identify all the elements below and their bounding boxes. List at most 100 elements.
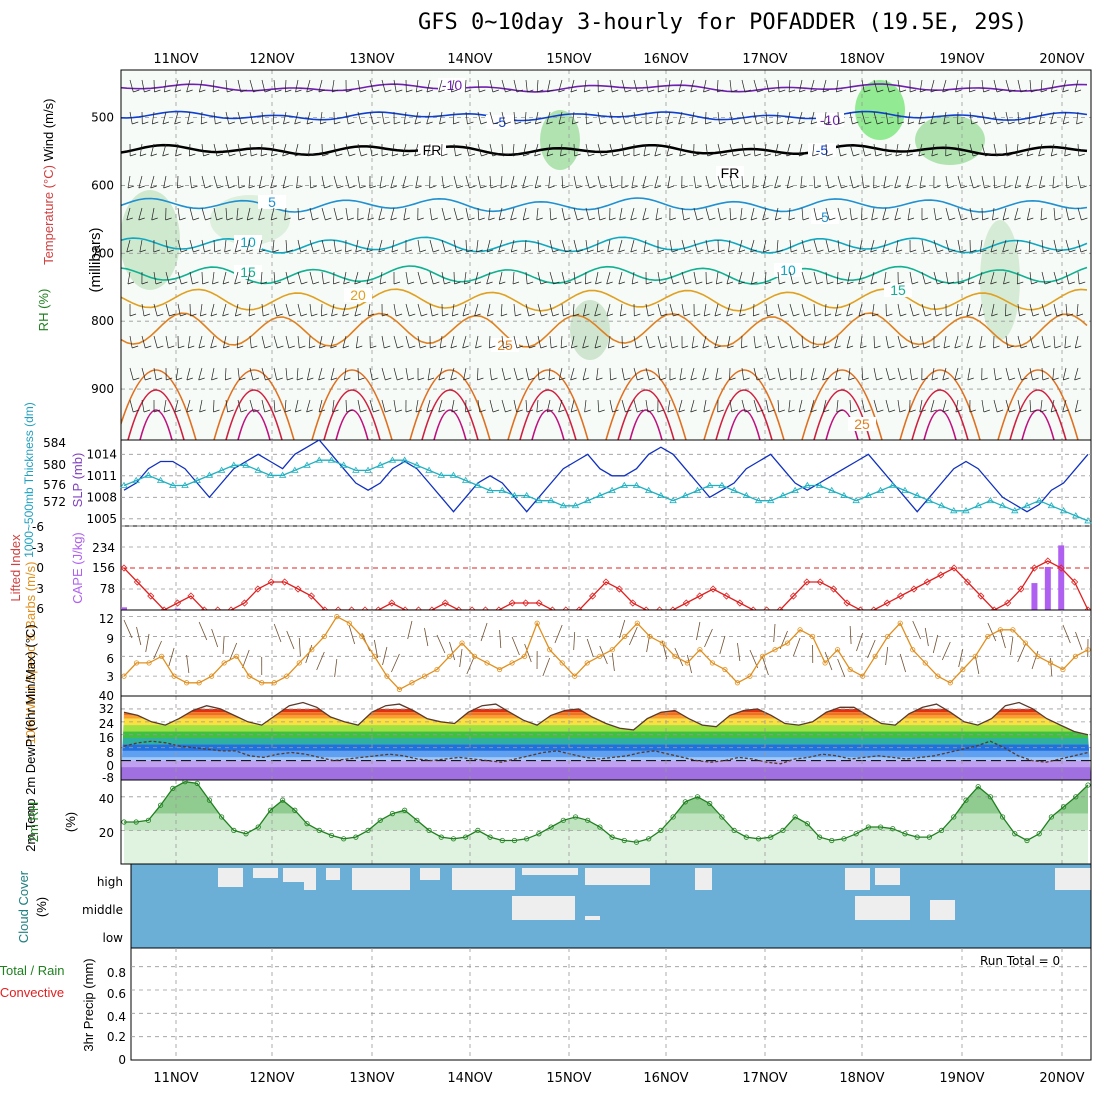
wind-barb (1017, 281, 1024, 285)
wind-barb (895, 143, 899, 157)
wind-barb (1050, 121, 1057, 125)
wind-barb (260, 143, 263, 157)
wind-barb (421, 281, 428, 285)
wind-barb (714, 303, 719, 317)
wind-speed-line-marker (446, 653, 453, 659)
thickness-line-marker (388, 456, 397, 463)
wind-barb (237, 175, 240, 189)
wind-speed-line-marker (722, 666, 728, 673)
cloud-gap-high (875, 868, 900, 885)
wind-barb (619, 619, 626, 639)
thickness-line-marker (132, 476, 140, 483)
wind-barb (778, 409, 785, 413)
lifted-index-line-marker (722, 592, 731, 600)
wind-barb (798, 153, 806, 157)
wind-barb (870, 281, 878, 285)
wind-barb (955, 89, 962, 93)
wind-barb (861, 175, 865, 189)
wind-barb (318, 89, 325, 93)
wind-barb (834, 367, 839, 381)
wind-barb (865, 121, 872, 125)
wind-barb (407, 281, 415, 285)
wind-barb (571, 335, 575, 349)
wind-barb (1028, 111, 1031, 125)
wind-barb (462, 303, 467, 317)
wind-barb (657, 303, 662, 317)
wind-barb (175, 367, 179, 381)
thickness-line-marker (986, 496, 995, 504)
ylabel-precip: 3hr Precip (mm) (81, 958, 96, 1051)
rh-shading (121, 190, 180, 290)
wind-barb (570, 377, 577, 381)
rh-line-marker (865, 824, 871, 830)
wind-barb (511, 249, 518, 253)
wind-barb (318, 367, 323, 381)
wind-barb (720, 217, 727, 221)
cape-bar (174, 608, 181, 610)
wind-barb (249, 399, 254, 413)
wind-barb (396, 313, 403, 317)
temp-band (121, 725, 1091, 732)
rh-line-marker (158, 802, 164, 808)
rh-line-marker (304, 821, 310, 827)
lifted-index-line-marker (120, 564, 128, 572)
wind-barb (273, 271, 276, 285)
wind-barb (222, 313, 229, 317)
wind-barb (824, 303, 827, 317)
wind-barb (373, 639, 379, 659)
wind-barb (703, 89, 710, 93)
wind-barb (945, 271, 949, 285)
wind-barb (812, 345, 820, 349)
wind-barb (800, 185, 807, 189)
wind-barb (743, 377, 750, 381)
contour-label: FR (721, 165, 740, 181)
wind-barb (1065, 271, 1070, 285)
wind-barb (968, 281, 975, 285)
wind-barb (236, 335, 239, 349)
wind-barb (1081, 217, 1088, 221)
wind-barb (354, 303, 359, 317)
wind-barb (738, 281, 745, 285)
contour-label: -10 (442, 77, 462, 93)
wind-barb (537, 239, 540, 253)
wind-barb (551, 345, 558, 349)
wind-barb (513, 303, 516, 317)
rh-line-marker (316, 827, 322, 834)
contour-label-bg (418, 143, 446, 157)
wind-barb (719, 121, 726, 125)
wind-barb (295, 89, 302, 93)
wind-barb (252, 377, 260, 381)
wind-barb (621, 367, 625, 381)
wind-barb (180, 313, 187, 317)
wind-barb (270, 143, 275, 157)
lifted-index-line-marker (173, 599, 182, 607)
wind-barb (140, 153, 147, 157)
wind-barb (1038, 153, 1045, 157)
wind-barb (259, 185, 266, 189)
wind-barb (941, 641, 951, 661)
wind-barb (645, 79, 649, 93)
wind-barb (898, 281, 905, 285)
wind-barb (825, 175, 829, 189)
wind-barb (655, 217, 663, 221)
wind-barb (889, 89, 896, 93)
wind-barb (277, 345, 284, 349)
wind-speed-line-marker (384, 673, 390, 679)
wind-barb (793, 313, 800, 317)
wind-barb (403, 217, 410, 221)
thickness-line-marker (535, 496, 543, 504)
wind-barb (642, 185, 649, 189)
wind-barb (882, 207, 887, 221)
temp-band (121, 757, 1091, 761)
wind-speed-line-marker (709, 660, 716, 666)
wind-barb (333, 239, 337, 253)
wind-barb (454, 281, 461, 285)
wind-barb (585, 239, 588, 253)
wind-barb (620, 313, 627, 317)
wind-barb (226, 217, 233, 221)
wind-barb (274, 409, 282, 413)
wind-barb (452, 111, 455, 125)
wind-barb (1003, 271, 1007, 285)
wind-barb (275, 89, 282, 93)
wind-barb (558, 79, 563, 93)
